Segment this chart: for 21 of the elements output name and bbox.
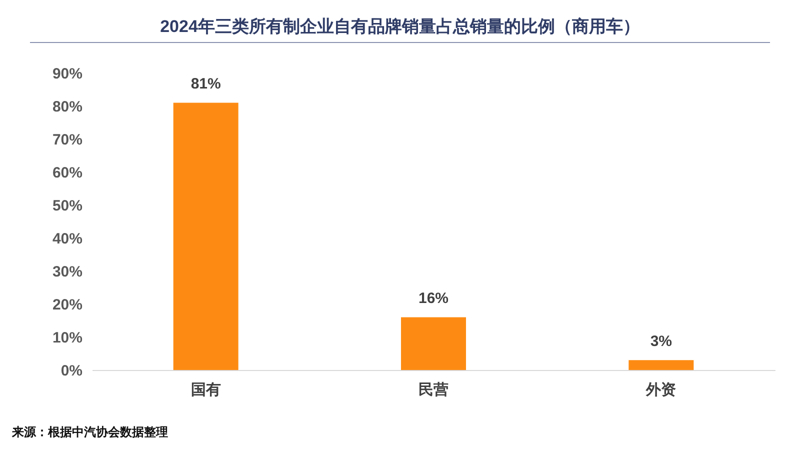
x-tick-label: 民营 [418, 382, 448, 398]
x-tick-label: 国有 [190, 382, 221, 398]
y-tick-label: 40% [52, 230, 82, 248]
y-tick-label: 50% [52, 198, 82, 214]
y-tick-label: 90% [52, 66, 82, 82]
y-tick-label: 30% [52, 264, 82, 280]
data-label: 16% [418, 290, 449, 308]
y-tick-label: 20% [52, 296, 82, 314]
chart-title: 2024年三类所有制企业自有品牌销量占总销量的比例（商用车） [159, 16, 641, 38]
bar [628, 360, 694, 370]
y-tick-label: 10% [52, 330, 82, 346]
bar [173, 102, 238, 370]
y-tick-label: 0% [60, 362, 82, 380]
x-tick-label: 外资 [645, 382, 676, 398]
data-label: 3% [650, 333, 672, 350]
y-tick-label: 60% [52, 164, 82, 182]
y-tick-label: 70% [52, 132, 82, 148]
bar [401, 317, 466, 370]
source-note: 来源：根据中汽协会数据整理 [12, 424, 168, 441]
y-tick-label: 80% [52, 98, 82, 116]
data-label: 81% [190, 76, 221, 93]
